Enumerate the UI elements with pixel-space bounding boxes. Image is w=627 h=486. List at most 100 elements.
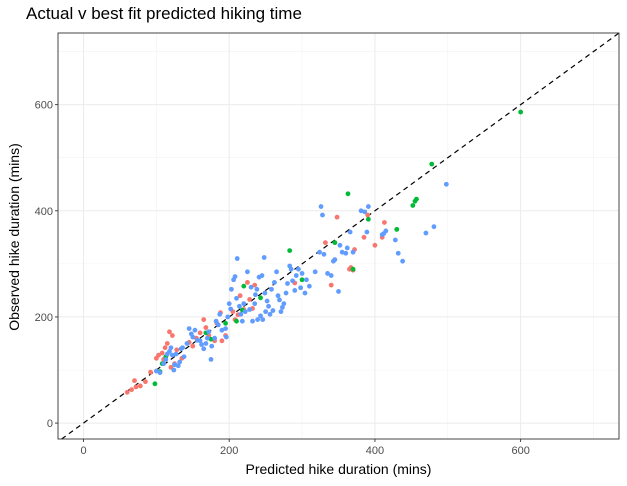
- data-point-blue: [250, 318, 255, 324]
- data-point-blue: [400, 258, 406, 264]
- data-point-blue: [252, 301, 258, 307]
- data-point-blue: [304, 277, 309, 283]
- data-point-green: [258, 295, 263, 301]
- data-point-blue: [431, 224, 437, 230]
- data-point-blue: [298, 285, 304, 291]
- data-point-blue: [364, 229, 370, 235]
- data-point-blue: [225, 314, 231, 320]
- data-point-red: [365, 212, 371, 218]
- data-point-blue: [245, 269, 250, 275]
- data-point-red: [252, 282, 258, 288]
- y-axis-label: Observed hike duration (mins): [6, 143, 22, 331]
- data-point-blue: [328, 273, 334, 278]
- data-point-green: [429, 161, 435, 167]
- data-point-blue: [213, 318, 219, 324]
- data-point-blue: [365, 204, 371, 209]
- data-point-blue: [317, 249, 322, 255]
- data-point-red: [169, 333, 175, 338]
- data-point-blue: [209, 343, 215, 349]
- data-point-blue: [186, 326, 192, 332]
- data-point-blue: [280, 304, 285, 310]
- data-point-blue: [264, 298, 270, 304]
- data-point-red: [124, 389, 130, 395]
- data-point-blue: [347, 229, 353, 235]
- data-point-green: [299, 277, 305, 283]
- data-point-red: [132, 378, 137, 384]
- data-point-blue: [258, 313, 263, 319]
- data-point-blue: [262, 290, 268, 296]
- data-point-blue: [234, 295, 239, 301]
- data-point-blue: [167, 349, 172, 354]
- data-point-green: [223, 320, 228, 326]
- data-point-blue: [242, 309, 248, 315]
- data-point-blue: [260, 317, 266, 322]
- data-point-green: [345, 191, 351, 197]
- data-point-blue: [395, 250, 401, 256]
- data-point-blue: [172, 362, 177, 368]
- grid: [58, 33, 619, 439]
- data-point-blue: [321, 251, 327, 257]
- data-point-blue: [206, 329, 212, 335]
- data-point-blue: [292, 287, 298, 293]
- data-point-blue: [163, 356, 169, 362]
- data-point-blue: [283, 290, 289, 296]
- data-point-blue: [181, 354, 187, 360]
- data-point-red: [382, 220, 387, 225]
- data-point-red: [197, 330, 203, 336]
- data-point-green: [208, 336, 214, 342]
- data-point-red: [219, 338, 225, 344]
- data-point-red: [156, 352, 161, 358]
- data-point-blue: [184, 341, 190, 346]
- data-point-green: [152, 381, 158, 387]
- data-point-blue: [173, 351, 179, 357]
- data-point-blue: [296, 266, 301, 272]
- data-point-blue: [247, 307, 253, 312]
- data-point-red: [133, 384, 139, 390]
- data-point-blue: [223, 326, 228, 332]
- data-point-blue: [161, 361, 167, 367]
- data-point-blue: [157, 370, 163, 376]
- data-point-red: [137, 383, 143, 389]
- y-tick-label: 200: [35, 312, 53, 324]
- data-point-blue: [278, 309, 284, 315]
- data-point-red: [334, 214, 340, 220]
- data-point-green: [414, 196, 419, 202]
- axes: 0 200 400 600 0 200 400 600: [35, 100, 530, 457]
- data-point-blue: [217, 311, 223, 317]
- data-point-red: [174, 347, 180, 353]
- data-point-red: [148, 369, 153, 375]
- data-point-red: [162, 345, 168, 351]
- data-point-green: [332, 240, 338, 246]
- y-tick-label: 400: [35, 206, 53, 218]
- data-point-blue: [261, 255, 267, 260]
- data-point-blue: [443, 181, 449, 187]
- data-point-blue: [203, 341, 209, 346]
- data-point-blue: [201, 346, 207, 352]
- data-point-blue: [263, 309, 269, 315]
- data-point-blue: [288, 266, 294, 272]
- reference-line-layer: [61, 32, 620, 440]
- data-point-blue: [171, 367, 177, 373]
- data-point-blue: [215, 322, 221, 328]
- data-point-blue: [223, 334, 229, 340]
- data-point-green: [287, 248, 293, 253]
- data-point-blue: [320, 212, 325, 218]
- data-point-blue: [312, 269, 318, 275]
- data-point-blue: [332, 257, 338, 263]
- data-point-green: [365, 216, 371, 222]
- x-tick-label: 400: [366, 445, 384, 457]
- panel-border: [57, 32, 620, 440]
- data-point-green: [241, 283, 247, 289]
- data-point-red: [328, 282, 334, 288]
- data-point-blue: [255, 317, 261, 322]
- data-point-blue: [197, 338, 203, 344]
- chart-title: Actual v best fit predicted hiking time: [26, 4, 302, 23]
- data-point-blue: [383, 228, 389, 234]
- data-point-blue: [285, 281, 290, 286]
- data-point-blue: [168, 345, 174, 351]
- data-point-blue: [299, 271, 305, 276]
- data-point-blue: [275, 293, 281, 299]
- data-point-red: [322, 240, 328, 246]
- data-point-blue: [238, 311, 244, 317]
- data-point-blue: [271, 280, 277, 285]
